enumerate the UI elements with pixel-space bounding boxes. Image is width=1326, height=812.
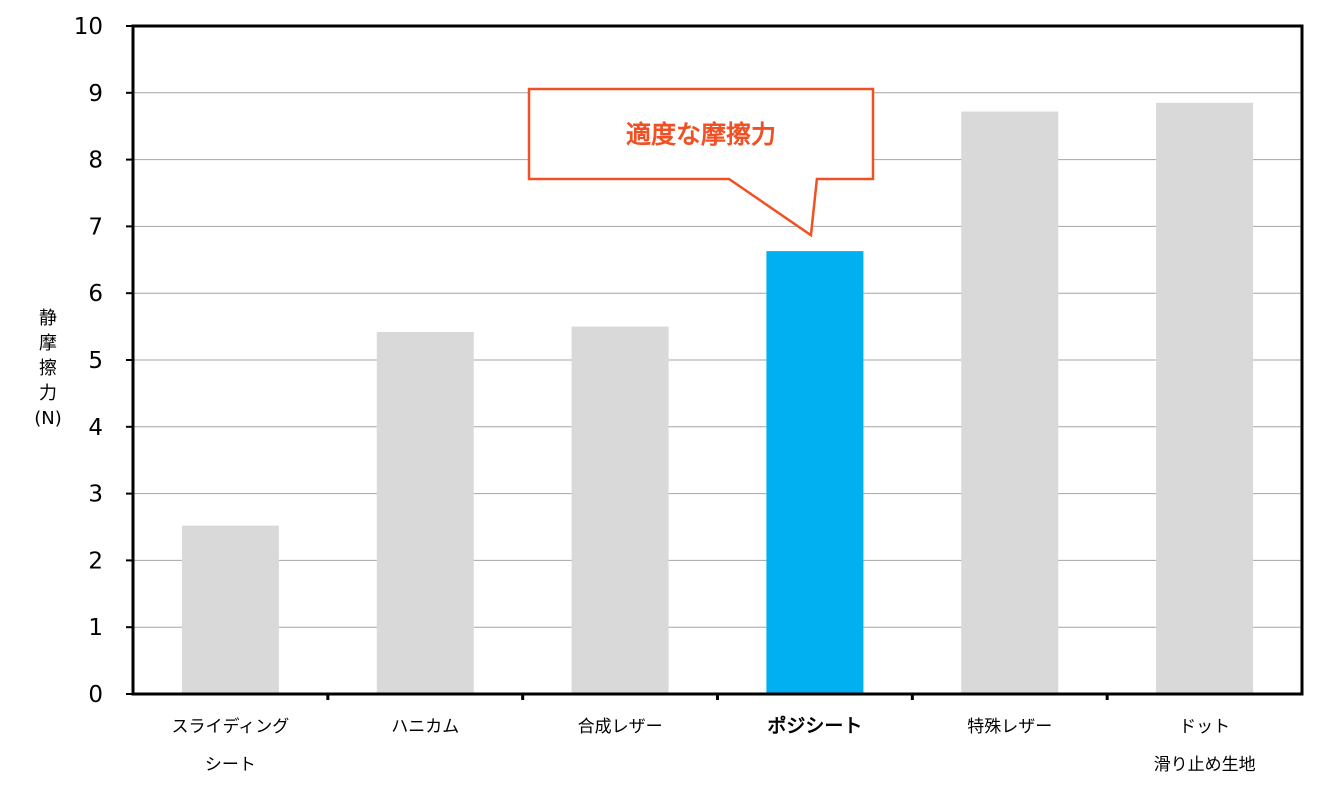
- y-axis-label: 静: [39, 308, 57, 329]
- y-tick-label: 2: [88, 548, 103, 574]
- x-tick-label: ハニカム: [391, 717, 459, 737]
- x-tick-label: ドット: [1179, 717, 1230, 737]
- y-tick-label: 3: [88, 482, 103, 508]
- y-tick-label: 7: [88, 214, 103, 240]
- y-tick-label: 4: [88, 415, 103, 441]
- y-axis-label: 擦: [39, 358, 57, 379]
- y-tick-label: 9: [88, 81, 103, 107]
- x-tick-label: スライディング: [172, 716, 290, 737]
- y-axis-label: 摩: [39, 333, 57, 354]
- bar-highlight: [766, 251, 864, 694]
- x-tick-label: シート: [205, 755, 256, 775]
- y-tick-label: 5: [88, 348, 103, 374]
- x-tick-label: 合成レザー: [578, 717, 663, 737]
- annotation-text: 適度な摩擦力: [626, 120, 776, 149]
- y-tick-label: 1: [88, 615, 103, 641]
- x-tick-label: 特殊レザー: [967, 717, 1052, 737]
- x-tick-label: 滑り止め生地: [1154, 755, 1256, 775]
- bar: [376, 331, 474, 694]
- bar: [181, 525, 279, 694]
- y-tick-label: 10: [74, 14, 103, 40]
- bar: [961, 111, 1059, 694]
- annotation-callout: [527, 87, 875, 238]
- y-axis-label: 力: [39, 383, 57, 404]
- y-tick-label: 0: [88, 682, 103, 708]
- y-axis-label: (N): [34, 408, 62, 429]
- y-tick-label: 6: [88, 281, 103, 307]
- x-tick-label: ポジシート: [767, 714, 862, 737]
- bar: [571, 326, 669, 694]
- bar: [1156, 102, 1254, 694]
- y-tick-label: 8: [88, 148, 103, 174]
